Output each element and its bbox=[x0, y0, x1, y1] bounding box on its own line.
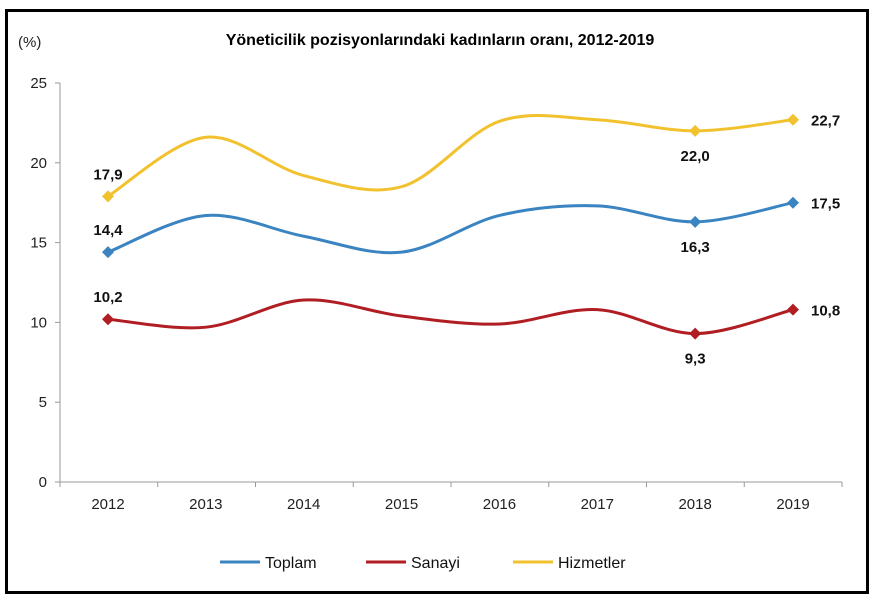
x-tick-label: 2017 bbox=[581, 496, 614, 513]
chart-frame bbox=[5, 9, 869, 594]
data-label-sanayi: 10,8 bbox=[811, 303, 840, 320]
x-tick-label: 2012 bbox=[91, 496, 124, 513]
series-line-toplam bbox=[107, 201, 794, 255]
series-line-sanayi bbox=[107, 298, 794, 336]
data-point-marker-sanayi bbox=[689, 327, 702, 340]
legend-label-hizmetler: Hizmetler bbox=[558, 555, 626, 572]
legend-label-sanayi: Sanayi bbox=[411, 555, 460, 572]
data-point-marker-sanayi bbox=[102, 313, 114, 326]
y-axis-label: (%) bbox=[18, 34, 41, 51]
data-label-hizmetler: 22,0 bbox=[681, 148, 710, 165]
y-tick-label: 20 bbox=[30, 155, 47, 172]
data-label-toplam: 16,3 bbox=[681, 239, 710, 256]
y-tick-label: 15 bbox=[30, 235, 47, 252]
y-tick-label: 25 bbox=[30, 75, 47, 92]
chart-title: Yöneticilik pozisyonlarındaki kadınların… bbox=[226, 32, 655, 49]
x-tick-label: 2018 bbox=[678, 496, 711, 513]
data-label-hizmetler: 22,7 bbox=[811, 113, 840, 130]
x-tick-label: 2013 bbox=[189, 496, 222, 513]
data-label-toplam: 17,5 bbox=[811, 196, 840, 213]
data-label-hizmetler: 17,9 bbox=[93, 166, 122, 183]
y-tick-label: 5 bbox=[39, 394, 47, 411]
data-point-marker-hizmetler bbox=[102, 190, 114, 203]
series-line-hizmetler bbox=[107, 113, 794, 198]
x-tick-label: 2019 bbox=[776, 496, 809, 513]
y-tick-label: 0 bbox=[39, 474, 47, 491]
data-point-marker-toplam bbox=[689, 215, 702, 228]
legend-label-toplam: Toplam bbox=[265, 555, 317, 572]
data-point-marker-sanayi bbox=[787, 303, 799, 316]
data-point-marker-hizmetler bbox=[787, 113, 799, 126]
data-point-marker-toplam bbox=[102, 246, 114, 259]
x-tick-label: 2015 bbox=[385, 496, 418, 513]
x-tick-label: 2014 bbox=[287, 496, 320, 513]
data-label-sanayi: 10,2 bbox=[93, 289, 122, 306]
y-tick-label: 10 bbox=[30, 314, 47, 331]
data-label-sanayi: 9,3 bbox=[685, 351, 706, 368]
data-point-marker-toplam bbox=[787, 196, 799, 209]
x-tick-label: 2016 bbox=[483, 496, 516, 513]
data-point-marker-hizmetler bbox=[689, 124, 702, 137]
data-label-toplam: 14,4 bbox=[93, 222, 123, 239]
